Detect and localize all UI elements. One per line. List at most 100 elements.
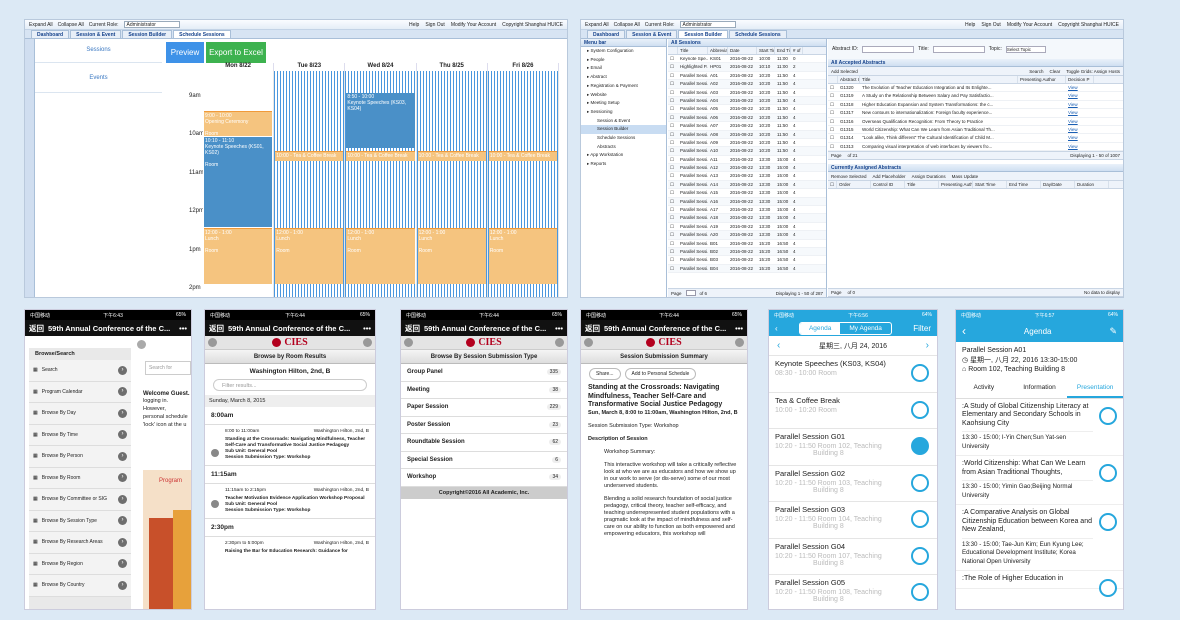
tab-information[interactable]: Information — [1023, 383, 1056, 391]
calendar-add-icon[interactable] — [911, 400, 929, 419]
back-icon[interactable]: ‹ — [962, 324, 966, 338]
event-tea[interactable]: 10:00 - Tea & Coffee Break — [346, 151, 415, 161]
table-row[interactable]: ☐ Parallel Sessi... A20 2016-08-22 13:30 15:0… — [668, 231, 826, 240]
col-date[interactable]: Date — [728, 47, 757, 54]
column-header[interactable]: Presenting Author — [941, 181, 974, 189]
mass-update-button[interactable]: Mass Update — [951, 173, 979, 179]
program-cover-image[interactable]: Program — [143, 470, 191, 609]
type-row[interactable]: Special Session 6 — [401, 452, 567, 469]
more-icon[interactable]: ••• — [363, 323, 371, 333]
col-decision[interactable]: Decision P — [1066, 76, 1094, 83]
menu-toggle-icon[interactable] — [137, 340, 146, 349]
row-checkbox[interactable]: ☐ — [670, 81, 675, 87]
table-row[interactable]: ☐ G1315 World Citizenship: What Can We Lea… — [828, 126, 1123, 135]
filter-button[interactable]: Filter — [913, 323, 931, 333]
menu-item[interactable]: ▸ Sessioning — [587, 108, 613, 114]
table-row[interactable]: ☐ Parallel Sessi... A12 2016-08-22 13:30 15:0… — [668, 164, 826, 173]
table-row[interactable]: ☐ Keynote Spe... KS01 2016-08-22 10:00 11:00 0 — [668, 55, 826, 64]
session-item[interactable]: 2:30pm to 5:00pm Washington Hilton, 2nd, … — [205, 537, 375, 559]
table-row[interactable]: ☐ G1316 Overseas Qualification Recognition… — [828, 118, 1123, 126]
table-row[interactable]: ☐ Parallel Sessi... A07 2016-08-22 10:20 11:5… — [668, 122, 826, 131]
col-title[interactable]: Title — [678, 47, 708, 54]
preview-button[interactable]: Preview — [166, 42, 204, 63]
row-checkbox[interactable]: ☐ — [670, 190, 675, 196]
presentation-item[interactable]: :World Citizenship: What Can We Learn fr… — [956, 456, 1123, 505]
back-button[interactable]: 返回 — [405, 323, 420, 333]
calendar-add-icon[interactable] — [1099, 464, 1117, 482]
event-tea[interactable]: 10:00 - Tea & Coffee Break — [488, 151, 558, 161]
view-link[interactable]: View — [1068, 135, 1078, 141]
row-checkbox[interactable]: ☐ — [830, 118, 835, 124]
row-checkbox[interactable]: ☐ — [830, 93, 835, 99]
agenda-item[interactable]: Parallel Session G02 10:20 - 11:50 Room 1… — [769, 466, 937, 502]
row-checkbox[interactable]: ☐ — [830, 101, 835, 107]
clear-button[interactable]: Clear — [1049, 68, 1061, 74]
menu-item[interactable]: Schedule Sessions — [597, 135, 636, 141]
table-row[interactable]: ☐ Parallel Sessi... A06 2016-08-22 10:20 11:5… — [668, 113, 826, 123]
tab-schedule-sessions[interactable]: Schedule Sessions — [729, 30, 787, 38]
export-excel-button[interactable]: Export to Excel — [206, 42, 266, 63]
browse-menu-item[interactable]: ▦ Browse By Person › — [29, 446, 131, 468]
session-item[interactable]: 8:00 to 11:00am Washington Hilton, 2nd, B… — [205, 425, 375, 465]
back-button[interactable]: 返回 — [585, 323, 600, 333]
row-checkbox[interactable]: ☐ — [830, 143, 835, 149]
browse-menu-item[interactable]: ▦ Browse By Room › — [29, 467, 131, 489]
type-row[interactable]: Workshop 34 — [401, 469, 567, 487]
table-row[interactable]: ☐ G1314 "Look alike, Think different" The … — [828, 134, 1123, 143]
row-checkbox[interactable]: ☐ — [670, 97, 675, 103]
tab-dashboard[interactable]: Dashboard — [587, 30, 626, 38]
table-row[interactable]: ☐ Parallel Sessi... A03 2016-08-22 10:20 11:5… — [668, 89, 826, 97]
type-row[interactable]: Roundtable Session 62 — [401, 434, 567, 452]
more-icon[interactable]: ••• — [735, 323, 743, 333]
browse-menu-item[interactable]: ▦ Browse By Country › — [29, 575, 131, 597]
presentation-item[interactable]: :A Comparative Analysis on Global Citize… — [956, 505, 1123, 571]
table-row[interactable]: ☐ Parallel Sessi... A02 2016-08-22 10:20 11:5… — [668, 80, 826, 89]
column-header[interactable]: Duration — [1075, 181, 1110, 189]
event-keynote-wed[interactable]: 8:50 - 10:00 Keynote Speeches (KS03, KS0… — [346, 93, 415, 148]
row-checkbox[interactable]: ☐ — [830, 110, 835, 116]
calendar-add-icon[interactable] — [911, 364, 929, 382]
row-checkbox[interactable]: ☐ — [830, 85, 835, 90]
row-checkbox[interactable]: ☐ — [670, 89, 675, 95]
agenda-item[interactable]: Tea & Coffee Break 10:00 - 10:20 Room — [769, 393, 937, 429]
browse-menu-item[interactable]: ▦ Browse By Research Areas › — [29, 532, 131, 554]
prev-day-icon[interactable]: ‹ — [777, 340, 781, 351]
menu-icon[interactable] — [404, 338, 413, 347]
view-link[interactable]: View — [1068, 110, 1078, 116]
table-row[interactable]: ☐ G1317 New contours to internationalizati… — [828, 109, 1123, 118]
row-checkbox[interactable]: ☐ — [670, 131, 675, 137]
table-row[interactable]: ☐ G1319 A Study on the Relationship Betwee… — [828, 92, 1123, 101]
row-checkbox[interactable]: ☐ — [830, 135, 835, 141]
column-header[interactable]: Start Time — [973, 181, 1008, 189]
add-to-schedule-button[interactable]: Add to Personal Schedule — [624, 368, 697, 380]
table-row[interactable]: ☐ Parallel Sessi... A15 2016-08-22 13:30 15:0… — [668, 189, 826, 198]
tab-session-event[interactable]: Session & Event — [626, 30, 678, 38]
row-checkbox[interactable]: ☐ — [670, 106, 675, 112]
filter-input[interactable]: Filter results... — [213, 379, 367, 391]
search-button[interactable]: Search — [1029, 68, 1044, 74]
column-header[interactable]: End Time — [1007, 181, 1042, 189]
table-row[interactable]: ☐ Parallel Sessi... B01 2016-08-22 15:20 16:5… — [668, 240, 826, 248]
share-button[interactable]: Share... — [589, 368, 621, 380]
row-checkbox[interactable]: ☐ — [670, 207, 675, 213]
presentation-item[interactable]: :A Study of Global Citizenship Literacy … — [956, 399, 1123, 456]
add-selected-button[interactable]: Add Selected — [831, 68, 858, 74]
row-checkbox[interactable]: ☐ — [670, 56, 675, 61]
calendar-add-icon[interactable] — [911, 546, 929, 565]
sign-out-link[interactable]: Sign Out — [981, 21, 1001, 28]
view-link[interactable]: View — [1068, 93, 1078, 99]
menu-item[interactable]: ▸ System Configuration — [587, 48, 634, 53]
toggle-grids-button[interactable]: Toggle Grids: Assign Hosts — [1066, 68, 1120, 74]
menu-item[interactable]: Abstracts — [597, 143, 616, 149]
tab-schedule-sessions[interactable]: Schedule Sessions — [173, 30, 231, 38]
menu-item[interactable]: Session & Event — [597, 117, 631, 123]
menu-item[interactable]: ▸ Reports — [587, 161, 607, 167]
help-link[interactable]: Help — [409, 21, 420, 28]
type-row[interactable]: Group Panel 335 — [401, 364, 567, 382]
modify-account-link[interactable]: Modify Your Account — [1006, 21, 1053, 28]
column-header[interactable]: Title — [905, 181, 940, 189]
session-item[interactable]: 11:15am to 2:15pm Washington Hilton, 2nd,… — [205, 484, 375, 518]
view-link[interactable]: View — [1068, 101, 1078, 107]
assign-durations-button[interactable]: Assign Durations — [911, 173, 946, 179]
menu-item[interactable]: ▸ Registration & Payment — [587, 82, 638, 88]
